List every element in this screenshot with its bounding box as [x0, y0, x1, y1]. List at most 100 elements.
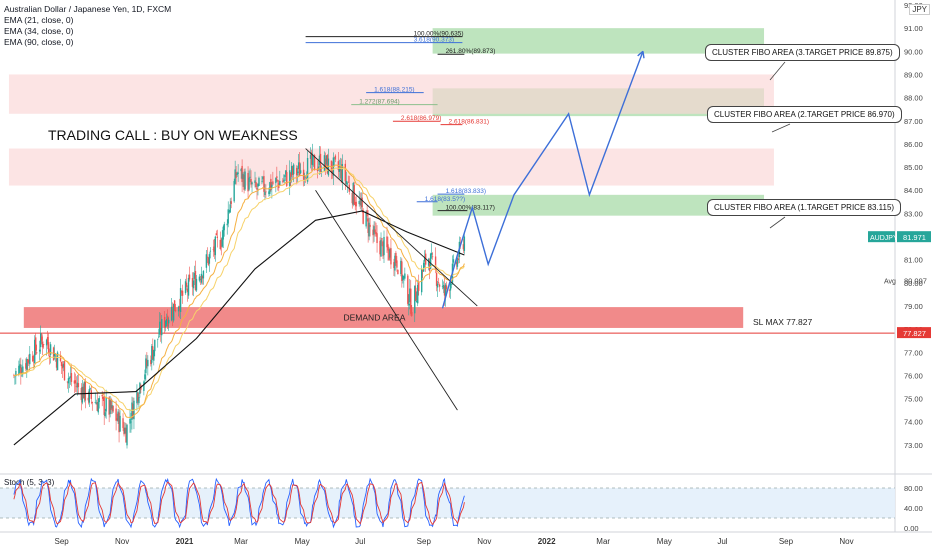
candle-body: [265, 191, 267, 193]
candle-body: [68, 377, 71, 379]
candle-body: [257, 183, 259, 187]
candle-body: [153, 349, 155, 361]
candle-body: [180, 291, 183, 293]
candle-body: [125, 427, 127, 443]
candle-body: [320, 171, 323, 172]
candle-body: [59, 355, 62, 362]
candle-body: [205, 254, 208, 268]
candle-body: [154, 339, 156, 352]
time-tick-label: Sep: [417, 537, 432, 546]
candle-body: [152, 346, 154, 360]
candle-body: [395, 252, 397, 263]
candle-body: [318, 155, 321, 165]
candle-body: [431, 256, 434, 258]
candle-body: [443, 285, 446, 296]
candle-body: [124, 427, 126, 434]
time-tick-label: Nov: [839, 537, 853, 546]
candle-body: [158, 336, 160, 338]
candle-body: [87, 397, 90, 401]
candle-body: [97, 401, 99, 413]
candle-body: [361, 197, 363, 208]
candle-body: [326, 154, 329, 174]
candle-body: [422, 262, 425, 272]
avg-label: Avg: [884, 279, 896, 286]
candle-body: [305, 178, 308, 180]
candle-body: [108, 397, 110, 415]
candle-body: [62, 363, 65, 368]
candle-body: [193, 272, 196, 279]
candle-body: [90, 390, 92, 399]
candle-body: [462, 244, 465, 250]
time-tick-label: Nov: [115, 537, 129, 546]
fib-label-0: 100.00%(90.635): [414, 31, 464, 38]
candle-body: [34, 339, 36, 364]
price-tick-label: 75.00: [904, 395, 923, 404]
candle-body: [279, 180, 281, 186]
candle-body: [276, 176, 278, 179]
candle-body: [118, 412, 120, 433]
fib-label-5: 2.618(86.979): [401, 115, 441, 122]
candle-body: [292, 167, 294, 175]
candle-body: [214, 236, 217, 256]
candle-body: [376, 233, 378, 244]
candle-body: [456, 257, 459, 267]
candle-body: [275, 177, 277, 184]
candle-body: [344, 163, 346, 182]
candle-body: [393, 262, 395, 269]
candle-body: [41, 341, 44, 348]
candle-body: [423, 256, 426, 262]
callout-target-1: CLUSTER FIBO AREA (1.TARGET PRICE 83.115…: [707, 199, 902, 216]
candle-body: [373, 226, 375, 235]
candle-body: [119, 415, 121, 432]
candle-body: [94, 402, 96, 403]
candle-body: [223, 223, 225, 231]
candle-body: [215, 233, 218, 236]
projection-path: [441, 51, 644, 309]
candle-body: [271, 184, 273, 189]
ema90-line: [13, 210, 465, 446]
currency-label[interactable]: JPY: [909, 4, 930, 15]
candle-body: [146, 360, 148, 366]
time-tick-label: May: [295, 537, 310, 546]
candle-body: [67, 378, 70, 384]
candle-body: [195, 278, 198, 291]
candle-body: [394, 255, 396, 271]
candle-body: [185, 282, 188, 287]
candle-body: [35, 337, 37, 351]
candle-body: [19, 364, 21, 369]
candle-body: [136, 391, 138, 404]
candle-body: [75, 386, 78, 387]
candle-body: [415, 287, 417, 301]
candle-body: [388, 249, 390, 260]
candle-body: [165, 319, 168, 324]
candle-body: [345, 180, 347, 184]
candle-body: [437, 282, 440, 283]
candle-body: [222, 226, 224, 240]
candle-body: [40, 336, 43, 341]
candle-body: [397, 269, 399, 275]
candle-body: [187, 277, 190, 296]
candle-body: [408, 303, 410, 306]
candle-body: [115, 408, 117, 421]
candle-body: [290, 173, 292, 177]
candle-body: [255, 182, 257, 188]
candle-body: [177, 306, 180, 312]
candle-body: [362, 210, 364, 224]
candle-body: [369, 224, 371, 227]
candle-body: [306, 157, 309, 182]
candle-body: [160, 322, 162, 335]
candle-body: [368, 222, 370, 237]
candle-body: [167, 319, 170, 324]
candle-body: [184, 281, 187, 294]
candle-body: [82, 386, 85, 399]
candle-body: [374, 229, 376, 233]
candle-body: [33, 361, 35, 363]
candle-body: [284, 175, 286, 177]
candle-body: [13, 374, 15, 376]
candle-body: [70, 373, 73, 382]
candle-body: [244, 171, 246, 190]
fib-label-8: 1.618(83.5??): [425, 196, 465, 203]
channel-lower-line: [315, 189, 458, 411]
candle-body: [198, 276, 201, 281]
